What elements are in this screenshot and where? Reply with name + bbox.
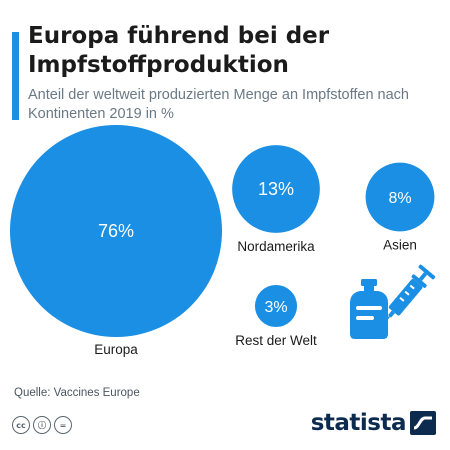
- nd-icon: =: [54, 416, 72, 434]
- cc-icon: cc: [12, 416, 30, 434]
- brand-name: statista: [310, 410, 407, 436]
- value-label: 13%: [258, 179, 294, 199]
- source-note: Quelle: Vaccines Europe: [14, 387, 140, 399]
- category-label: Rest der Welt: [235, 333, 317, 348]
- bubble-asien: 8% Asien: [365, 162, 435, 252]
- bubble-europa: 76% Europa: [10, 125, 222, 357]
- vaccine-vial-syringe-icon: [350, 264, 436, 339]
- bubble-circle: [232, 145, 320, 233]
- category-label: Europa: [94, 342, 138, 357]
- chart-subtitle: Anteil der weltweit produzierten Menge a…: [28, 87, 409, 122]
- category-label: Asien: [383, 237, 417, 252]
- value-label: 3%: [264, 299, 287, 316]
- category-label: Nordamerika: [237, 239, 315, 254]
- statista-logo: statista: [311, 410, 436, 436]
- bubble-circle: [365, 162, 435, 232]
- chart-title: Europa führend bei der Impfstoffprodukti…: [28, 23, 330, 78]
- value-label: 76%: [98, 221, 134, 241]
- statista-mark-icon: [410, 411, 436, 435]
- bubble-circle: [10, 125, 222, 337]
- bubble-circle: [254, 284, 298, 328]
- by-icon: ⓘ: [33, 416, 51, 434]
- value-label: 8%: [388, 190, 411, 207]
- bubble-rest-der-welt: 3% Rest der Welt: [235, 284, 317, 348]
- title-accent-bar: [12, 32, 19, 120]
- bubble-nordamerika: 13% Nordamerika: [232, 145, 320, 254]
- license-icons: cc ⓘ =: [12, 416, 72, 434]
